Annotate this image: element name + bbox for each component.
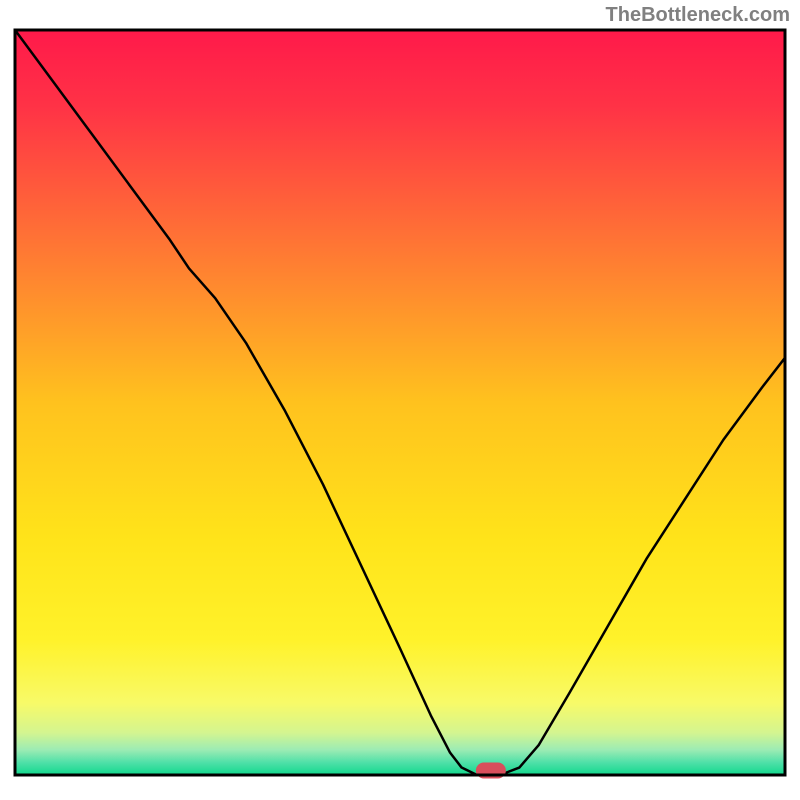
bottleneck-chart xyxy=(0,0,800,800)
plot-background xyxy=(17,32,784,774)
watermark-text: TheBottleneck.com xyxy=(606,4,790,27)
